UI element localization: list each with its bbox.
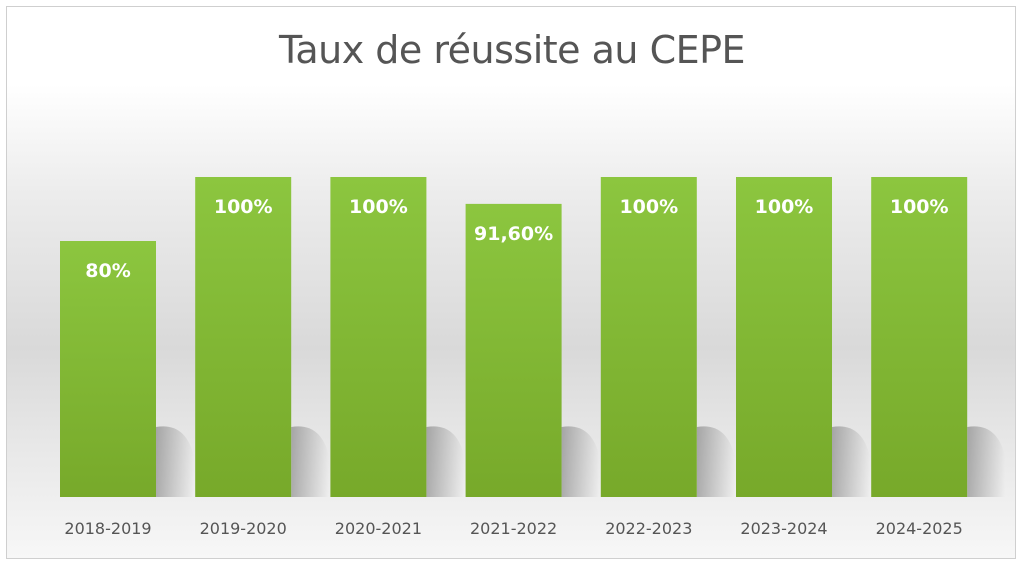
bar-2019-2020 [195, 177, 292, 497]
bar-shadow [291, 426, 330, 497]
data-label: 100% [619, 196, 678, 218]
chart-title: Taux de réussite au CEPE [278, 28, 746, 72]
x-tick-label: 2024-2025 [876, 519, 963, 538]
data-label: 100% [755, 196, 814, 218]
bar-2020-2021 [330, 177, 427, 497]
bar-2021-2022 [465, 203, 562, 497]
bar-2023-2024 [736, 177, 832, 497]
bar-shadow [426, 426, 465, 497]
bar-shadow [561, 426, 600, 497]
bar-2022-2023 [600, 177, 697, 497]
bar-shadow [832, 426, 870, 497]
bar-shadow [696, 426, 735, 497]
data-label: 100% [349, 196, 408, 218]
bar-2018-2019 [60, 241, 156, 497]
bar-shadow [156, 426, 194, 497]
x-tick-label: 2020-2021 [335, 519, 422, 538]
bar-shadow [967, 426, 1006, 497]
x-tick-label: 2019-2020 [200, 519, 287, 538]
x-tick-label: 2022-2023 [605, 519, 692, 538]
bar-2024-2025 [871, 177, 968, 497]
x-tick-label: 2021-2022 [470, 519, 557, 538]
x-tick-label: 2018-2019 [64, 519, 151, 538]
data-label: 91,60% [474, 223, 553, 245]
data-label: 80% [85, 260, 130, 282]
x-tick-label: 2023-2024 [740, 519, 827, 538]
data-label: 100% [214, 196, 273, 218]
data-label: 100% [890, 196, 949, 218]
